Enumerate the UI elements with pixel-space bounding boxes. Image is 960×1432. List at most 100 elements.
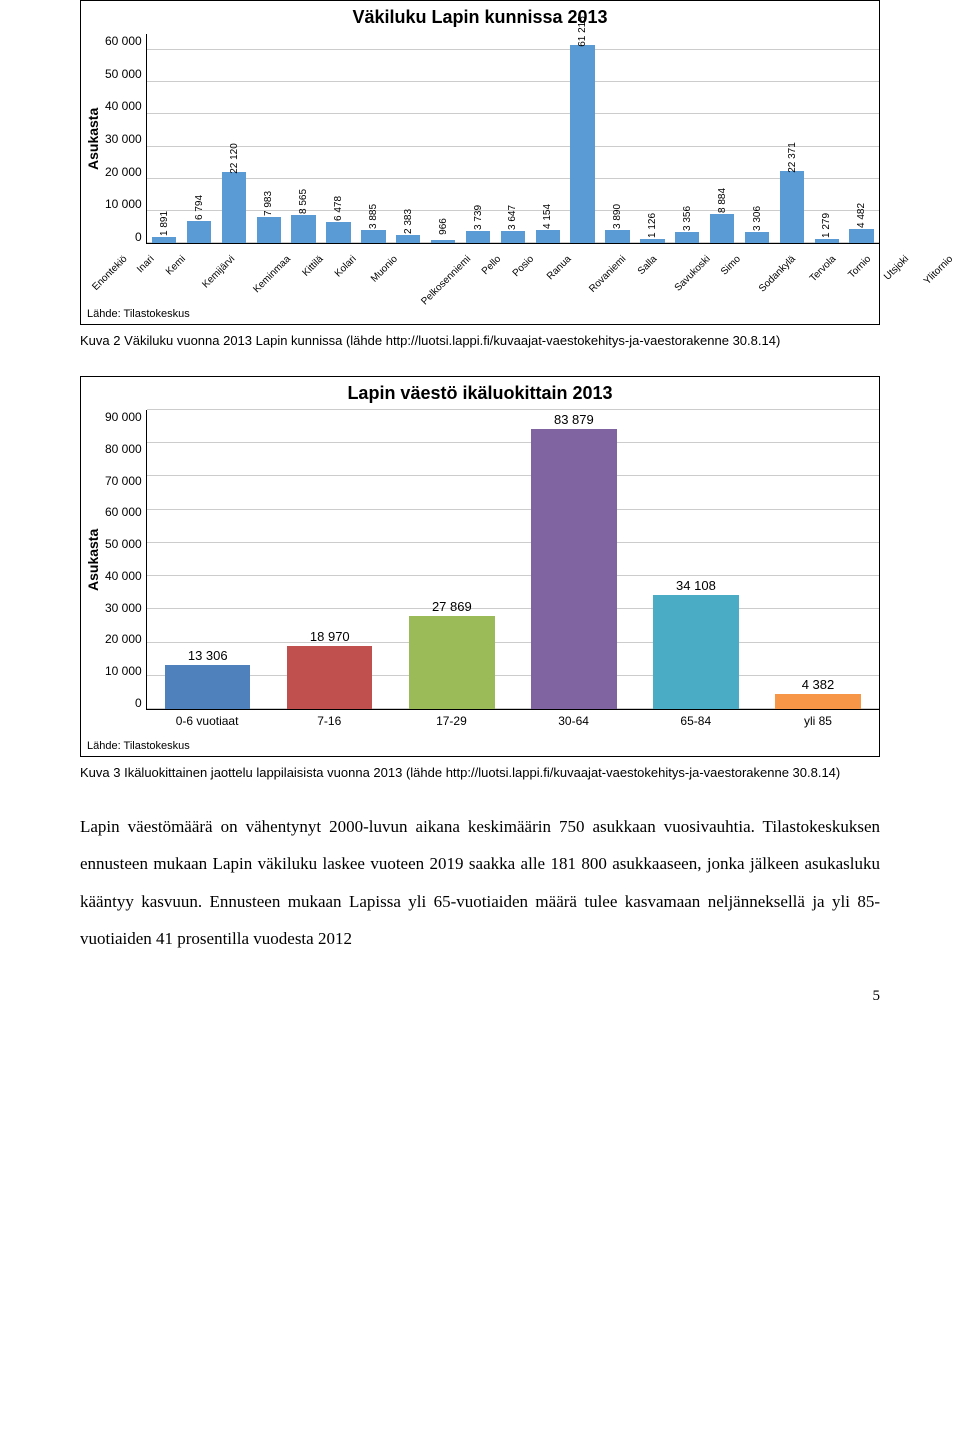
bar <box>291 215 315 243</box>
bar-value-label: 83 879 <box>554 412 594 427</box>
bar-slot: 1 279 <box>809 34 844 243</box>
bar-slot: 83 879 <box>513 410 635 709</box>
x-tick-label: 7-16 <box>268 710 390 736</box>
bar-value-label: 1 126 <box>647 213 658 238</box>
bar <box>815 239 839 243</box>
bar-value-label: 3 647 <box>507 205 518 230</box>
y-tick-label: 30 000 <box>105 601 142 615</box>
bar-slot: 18 970 <box>269 410 391 709</box>
bar-value-label: 27 869 <box>432 599 472 614</box>
y-tick-label: 0 <box>105 696 142 710</box>
bar <box>165 665 250 709</box>
bar <box>287 646 372 709</box>
y-tick-label: 40 000 <box>105 99 142 113</box>
chart-municipality-population: Väkiluku Lapin kunnissa 2013 Asukasta 60… <box>80 0 880 325</box>
bar-value-label: 4 482 <box>856 203 867 228</box>
bar-value-label: 3 890 <box>612 204 623 229</box>
bar-slot: 7 983 <box>251 34 286 243</box>
bar-value-label: 22 371 <box>786 142 797 173</box>
bar <box>152 237 176 243</box>
bar-value-label: 61 215 <box>577 16 588 47</box>
bar-slot: 3 356 <box>670 34 705 243</box>
bar-value-label: 966 <box>438 218 449 235</box>
bar-value-label: 34 108 <box>676 578 716 593</box>
bar-slot: 4 382 <box>757 410 879 709</box>
bar-slot: 966 <box>426 34 461 243</box>
y-tick-label: 50 000 <box>105 67 142 81</box>
bar <box>775 694 860 709</box>
bar-value-label: 3 739 <box>473 205 484 230</box>
y-tick-label: 20 000 <box>105 165 142 179</box>
bar <box>570 45 594 243</box>
bar-slot: 4 482 <box>844 34 879 243</box>
bar-value-label: 1 279 <box>821 213 832 238</box>
bar-slot: 8 884 <box>705 34 740 243</box>
bar <box>531 429 616 709</box>
bar <box>780 171 804 243</box>
bar-value-label: 3 885 <box>368 204 379 229</box>
bar-value-label: 18 970 <box>310 629 350 644</box>
x-tick-label: 65-84 <box>635 710 757 736</box>
bar-value-label: 8 565 <box>298 189 309 214</box>
chart1-plot-area: Asukasta 60 00050 00040 00030 00020 0001… <box>81 34 879 244</box>
chart2-x-axis: 0-6 vuotiaat7-1617-2930-6465-84yli 85 <box>81 710 879 736</box>
bar-value-label: 7 983 <box>263 191 274 216</box>
page-number: 5 <box>80 988 880 1005</box>
y-tick-label: 70 000 <box>105 474 142 488</box>
bar-value-label: 8 884 <box>717 188 728 213</box>
bar-slot: 1 126 <box>635 34 670 243</box>
x-tick-label: 0-6 vuotiaat <box>146 710 268 736</box>
bar <box>361 230 385 243</box>
chart1-y-axis: 60 00050 00040 00030 00020 00010 0000 <box>105 34 146 244</box>
bar <box>409 616 494 709</box>
bar <box>396 235 420 243</box>
bar <box>501 231 525 243</box>
y-tick-label: 80 000 <box>105 442 142 456</box>
chart2-y-axis: 90 00080 00070 00060 00050 00040 00030 0… <box>105 410 146 710</box>
bar-slot: 4 154 <box>530 34 565 243</box>
chart1-caption: Kuva 2 Väkiluku vuonna 2013 Lapin kunnis… <box>80 333 880 348</box>
bar-value-label: 4 154 <box>542 204 553 229</box>
bar-value-label: 3 356 <box>682 206 693 231</box>
bar-value-label: 6 794 <box>194 195 205 220</box>
y-tick-label: 0 <box>105 230 142 244</box>
bar <box>653 595 738 709</box>
bar-value-label: 13 306 <box>188 648 228 663</box>
x-tick-label: 17-29 <box>390 710 512 736</box>
bar-slot: 3 306 <box>740 34 775 243</box>
chart-age-population: Lapin väestö ikäluokittain 2013 Asukasta… <box>80 376 880 757</box>
chart2-caption: Kuva 3 Ikäluokittainen jaottelu lappilai… <box>80 765 880 780</box>
bar <box>640 239 664 243</box>
chart1-x-axis: EnontekiöInariKemiKemijärviKeminmaaKitti… <box>81 244 879 304</box>
chart2-source: Lähde: Tilastokeskus <box>81 736 879 756</box>
x-tick-label: yli 85 <box>757 710 879 736</box>
bar-slot: 1 891 <box>147 34 182 243</box>
bar <box>745 232 769 243</box>
y-tick-label: 10 000 <box>105 197 142 211</box>
body-paragraph: Lapin väestömäärä on vähentynyt 2000-luv… <box>80 808 880 958</box>
bar-slot: 22 371 <box>774 34 809 243</box>
bar-slot: 22 120 <box>216 34 251 243</box>
bar-value-label: 6 478 <box>333 196 344 221</box>
bar-slot: 6 478 <box>321 34 356 243</box>
chart2-ylabel: Asukasta <box>81 410 105 710</box>
y-tick-label: 60 000 <box>105 34 142 48</box>
bar-value-label: 1 891 <box>159 211 170 236</box>
bar <box>849 229 873 243</box>
bar <box>605 230 629 243</box>
bar <box>326 222 350 243</box>
bar <box>187 221 211 243</box>
bar <box>536 230 560 243</box>
y-tick-label: 40 000 <box>105 569 142 583</box>
bar-value-label: 2 383 <box>403 209 414 234</box>
bar <box>710 214 734 243</box>
bar-slot: 2 383 <box>391 34 426 243</box>
bar-slot: 6 794 <box>182 34 217 243</box>
bar-slot: 27 869 <box>391 410 513 709</box>
y-tick-label: 60 000 <box>105 505 142 519</box>
bar-slot: 8 565 <box>286 34 321 243</box>
bar-slot: 3 885 <box>356 34 391 243</box>
chart2-plot: 13 306 18 970 27 869 83 879 34 108 4 382 <box>146 410 879 710</box>
bar-slot: 34 108 <box>635 410 757 709</box>
bar-slot: 61 215 <box>565 34 600 243</box>
